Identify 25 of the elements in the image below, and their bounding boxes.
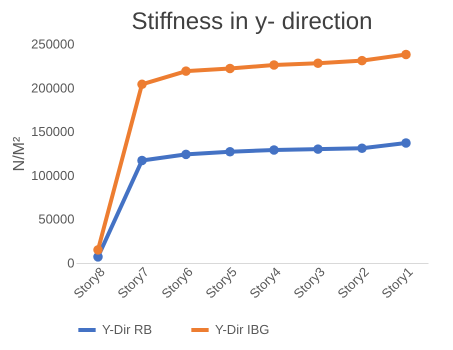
point (225, 64, 235, 74)
legend-label: Y-Dir IBG (215, 322, 270, 337)
point (357, 144, 367, 153)
y-axis-title: N/M² (11, 136, 28, 172)
point (269, 60, 279, 70)
point (137, 156, 147, 166)
point (137, 80, 147, 90)
y-tick-label: 50000 (38, 212, 74, 227)
point (357, 56, 367, 66)
point (269, 145, 279, 155)
legend-label: Y-Dir RB (102, 322, 152, 337)
point (313, 144, 323, 154)
point (181, 150, 191, 160)
y-tick-label: 0 (67, 256, 74, 270)
point (225, 147, 235, 156)
point (401, 138, 411, 148)
point (181, 66, 191, 76)
y-tick-label: 250000 (31, 36, 74, 52)
chart-title: Stiffness in y- direction (132, 8, 372, 35)
y-tick-label: 150000 (31, 124, 74, 140)
point (93, 245, 103, 255)
point (401, 50, 411, 60)
y-tick-label: 200000 (31, 80, 74, 96)
point (313, 58, 323, 68)
y-tick-label: 100000 (31, 168, 74, 183)
